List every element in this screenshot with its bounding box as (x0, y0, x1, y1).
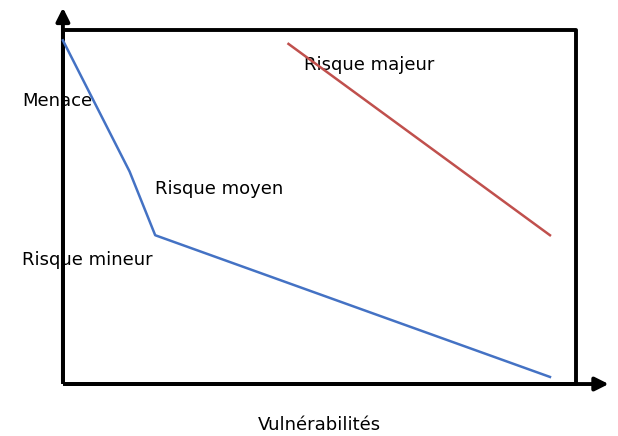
Text: Risque majeur: Risque majeur (304, 56, 434, 74)
Text: Risque mineur: Risque mineur (22, 251, 153, 269)
Text: Menace: Menace (22, 92, 92, 109)
Text: Vulnérabilités: Vulnérabilités (258, 416, 381, 434)
Text: Risque moyen: Risque moyen (155, 180, 284, 198)
